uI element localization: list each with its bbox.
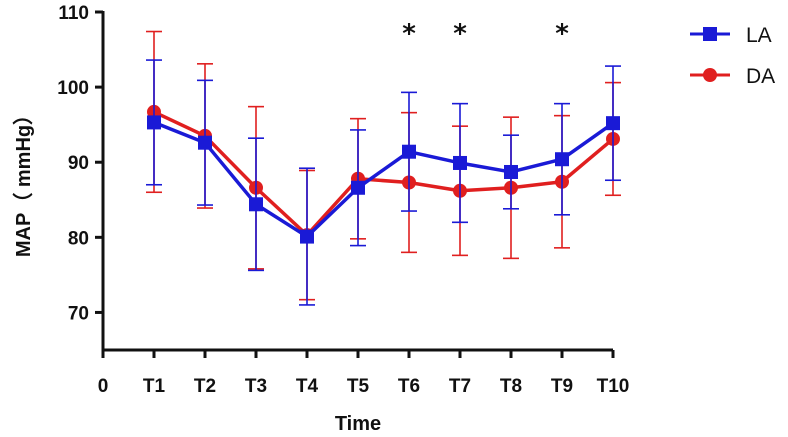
x-tick-label: 0 (98, 376, 109, 397)
y-tick-label: 110 (58, 3, 89, 24)
x-tick-label: T5 (347, 376, 370, 397)
x-tick-label: T7 (449, 376, 471, 397)
significance-star: * (555, 19, 569, 49)
legend-da-label: DA (746, 65, 775, 88)
data-point-la (504, 164, 518, 179)
legend-da-circle-marker (703, 68, 717, 82)
series-layer (146, 30, 621, 306)
x-tick-label: T2 (194, 376, 216, 397)
y-axis-title: MAP（ mmHg） (12, 105, 35, 257)
legend-item-la: LA (690, 24, 772, 47)
data-point-la (555, 152, 569, 167)
data-point-la (300, 229, 314, 244)
legend-la-square-marker (703, 27, 717, 41)
data-point-la (606, 116, 620, 131)
y-tick-label: 70 (68, 303, 89, 324)
x-tick-label: T1 (143, 376, 166, 397)
x-tick-label: T6 (398, 376, 420, 397)
legend-item-da: DA (690, 65, 775, 88)
data-point-la (249, 197, 263, 212)
significance-star: * (402, 19, 416, 49)
series-la (146, 59, 621, 306)
y-tick-label: 90 (68, 153, 89, 174)
x-tick-label: T8 (500, 376, 522, 397)
data-point-la (402, 144, 416, 159)
series-line-la (153, 120, 615, 239)
data-point-la (453, 155, 467, 170)
x-tick-label: T10 (597, 376, 630, 397)
y-tick-label: 100 (57, 78, 89, 99)
x-tick-label: T3 (245, 376, 267, 397)
legend-la-label: LA (746, 24, 772, 47)
x-axis-title: Time (335, 413, 381, 435)
series-da (146, 30, 621, 301)
x-tick-label: T4 (296, 376, 319, 397)
y-tick-label: 80 (68, 228, 89, 249)
significance-star: * (453, 19, 467, 49)
data-point-la (198, 135, 212, 150)
x-axis-ticks: 0 T1 T2 T3 T4 T5 T6 T7 T8 T9 T10 (98, 350, 630, 397)
legend: LA DA (690, 24, 775, 88)
annotation-layer: * * * (402, 19, 569, 49)
data-point-la (147, 115, 161, 130)
x-tick-label: T9 (551, 376, 573, 397)
series-line-da (153, 110, 615, 237)
y-axis-ticks: 70 80 90 100 110 (57, 3, 103, 324)
data-point-la (351, 180, 365, 195)
